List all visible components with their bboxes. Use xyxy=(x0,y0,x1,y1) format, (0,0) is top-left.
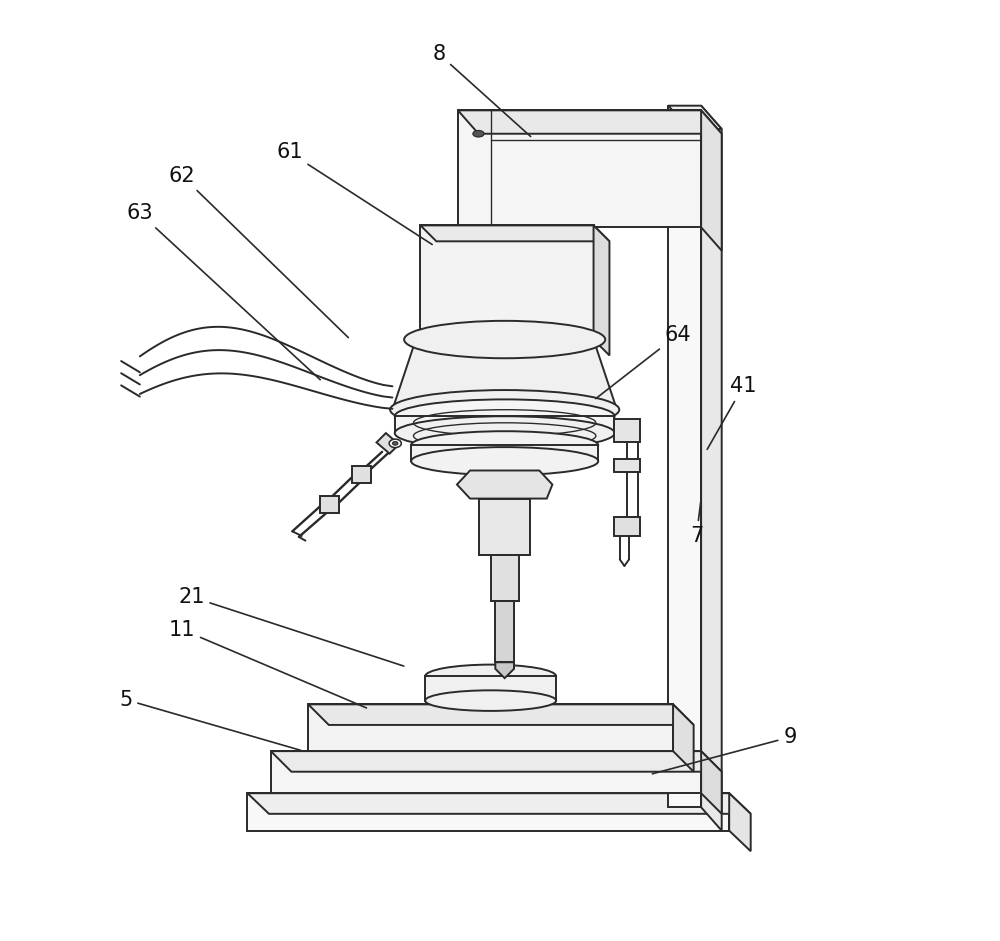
Polygon shape xyxy=(377,433,399,454)
Polygon shape xyxy=(668,105,722,129)
Polygon shape xyxy=(320,496,339,513)
Polygon shape xyxy=(701,105,722,831)
Text: 62: 62 xyxy=(169,166,348,338)
Polygon shape xyxy=(411,445,598,461)
Polygon shape xyxy=(247,793,751,814)
Polygon shape xyxy=(425,677,556,701)
Polygon shape xyxy=(701,751,722,814)
Polygon shape xyxy=(352,466,371,483)
Text: 61: 61 xyxy=(276,142,432,245)
Ellipse shape xyxy=(389,439,401,448)
Ellipse shape xyxy=(473,131,484,137)
Polygon shape xyxy=(308,705,694,725)
Ellipse shape xyxy=(404,321,605,359)
Ellipse shape xyxy=(395,399,615,433)
Polygon shape xyxy=(420,226,594,340)
Polygon shape xyxy=(458,110,722,134)
Text: 8: 8 xyxy=(433,44,531,136)
Ellipse shape xyxy=(395,416,615,450)
Polygon shape xyxy=(594,226,609,356)
Text: 21: 21 xyxy=(178,587,404,666)
Ellipse shape xyxy=(425,664,556,688)
Polygon shape xyxy=(458,110,701,228)
Polygon shape xyxy=(457,470,552,499)
Polygon shape xyxy=(614,459,640,472)
Polygon shape xyxy=(395,416,614,433)
Polygon shape xyxy=(729,793,751,852)
Text: 64: 64 xyxy=(596,325,691,399)
Polygon shape xyxy=(614,419,640,442)
Text: 5: 5 xyxy=(119,690,301,750)
Polygon shape xyxy=(392,340,617,409)
Text: 7: 7 xyxy=(690,502,703,546)
Polygon shape xyxy=(668,105,701,807)
Polygon shape xyxy=(479,499,530,554)
Ellipse shape xyxy=(411,447,598,475)
Ellipse shape xyxy=(411,431,598,459)
Polygon shape xyxy=(247,793,729,831)
Ellipse shape xyxy=(425,691,556,710)
Polygon shape xyxy=(701,110,722,250)
Polygon shape xyxy=(495,601,514,662)
Polygon shape xyxy=(495,662,514,678)
Polygon shape xyxy=(420,226,609,241)
Ellipse shape xyxy=(390,391,619,429)
Text: 9: 9 xyxy=(652,727,797,774)
Text: 11: 11 xyxy=(169,619,366,708)
Ellipse shape xyxy=(392,441,398,445)
Polygon shape xyxy=(614,518,640,536)
Polygon shape xyxy=(271,751,722,772)
Polygon shape xyxy=(673,705,694,772)
Text: 63: 63 xyxy=(127,203,320,380)
Polygon shape xyxy=(308,705,673,751)
Polygon shape xyxy=(491,554,519,601)
Polygon shape xyxy=(271,751,701,793)
Text: 41: 41 xyxy=(707,376,756,450)
